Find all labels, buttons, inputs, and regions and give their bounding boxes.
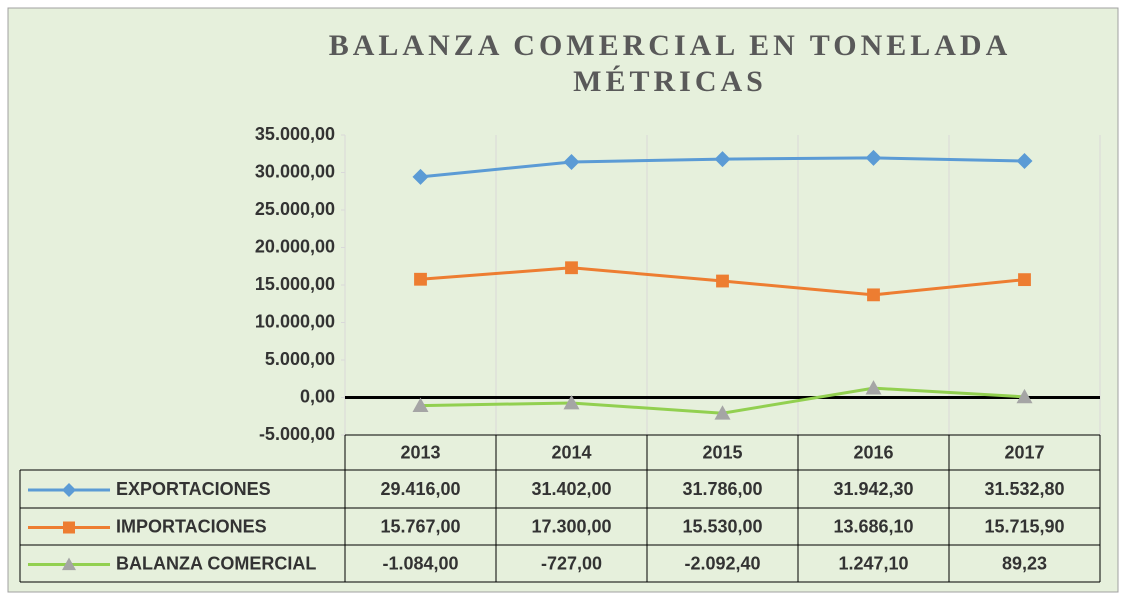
marker [563, 153, 580, 170]
y-tick-label: 0,00 [300, 386, 335, 406]
legend-marker [63, 521, 75, 534]
marker [412, 168, 429, 185]
marker [714, 151, 731, 168]
table-value: 29.416,00 [380, 479, 460, 499]
table-value: 89,23 [1002, 553, 1047, 573]
marker [412, 397, 429, 413]
marker [1016, 388, 1033, 404]
marker [565, 261, 578, 275]
marker [1018, 273, 1031, 287]
x-tick-label: 2017 [1004, 442, 1044, 462]
table-value: 1.247,10 [838, 553, 908, 573]
y-tick-label: 20.000,00 [255, 236, 335, 256]
legend-marker [62, 483, 76, 497]
chart-background [7, 7, 1119, 593]
table-value: -727,00 [541, 553, 602, 573]
table-value: -1.084,00 [382, 553, 458, 573]
legend-label: IMPORTACIONES [116, 516, 267, 536]
x-tick-label: 2014 [551, 442, 591, 462]
marker [1016, 153, 1033, 170]
table-value: 15.715,90 [984, 516, 1064, 536]
y-tick-label: 15.000,00 [255, 274, 335, 294]
table-value: 31.532,80 [984, 479, 1064, 499]
table-value: 31.786,00 [682, 479, 762, 499]
x-tick-label: 2013 [400, 442, 440, 462]
legend-label: EXPORTACIONES [116, 479, 271, 499]
y-tick-label: 5.000,00 [265, 349, 335, 369]
marker [714, 405, 731, 420]
legend-marker [62, 557, 76, 571]
marker [563, 394, 580, 410]
y-tick-label: 10.000,00 [255, 311, 335, 331]
marker [716, 274, 729, 288]
table-value: -2.092,40 [684, 553, 760, 573]
x-tick-label: 2016 [853, 442, 893, 462]
marker [867, 288, 880, 302]
y-tick-label: 30.000,00 [255, 161, 335, 181]
marker [865, 149, 882, 166]
marker [865, 380, 882, 395]
table-value: 15.530,00 [682, 516, 762, 536]
table-value: 31.402,00 [531, 479, 611, 499]
table-value: 17.300,00 [531, 516, 611, 536]
x-tick-label: 2015 [702, 442, 742, 462]
y-tick-label: -5.000,00 [259, 424, 335, 444]
chart-title: BALANZA COMERCIAL EN TONELADA MÉTRICAS [328, 29, 1012, 98]
y-tick-label: 25.000,00 [255, 199, 335, 219]
y-tick-label: 35.000,00 [255, 124, 335, 144]
table-value: 15.767,00 [380, 516, 460, 536]
marker [414, 272, 427, 286]
legend-label: BALANZA COMERCIAL [116, 553, 316, 573]
table-value: 13.686,10 [833, 516, 913, 536]
table-value: 31.942,30 [833, 479, 913, 499]
